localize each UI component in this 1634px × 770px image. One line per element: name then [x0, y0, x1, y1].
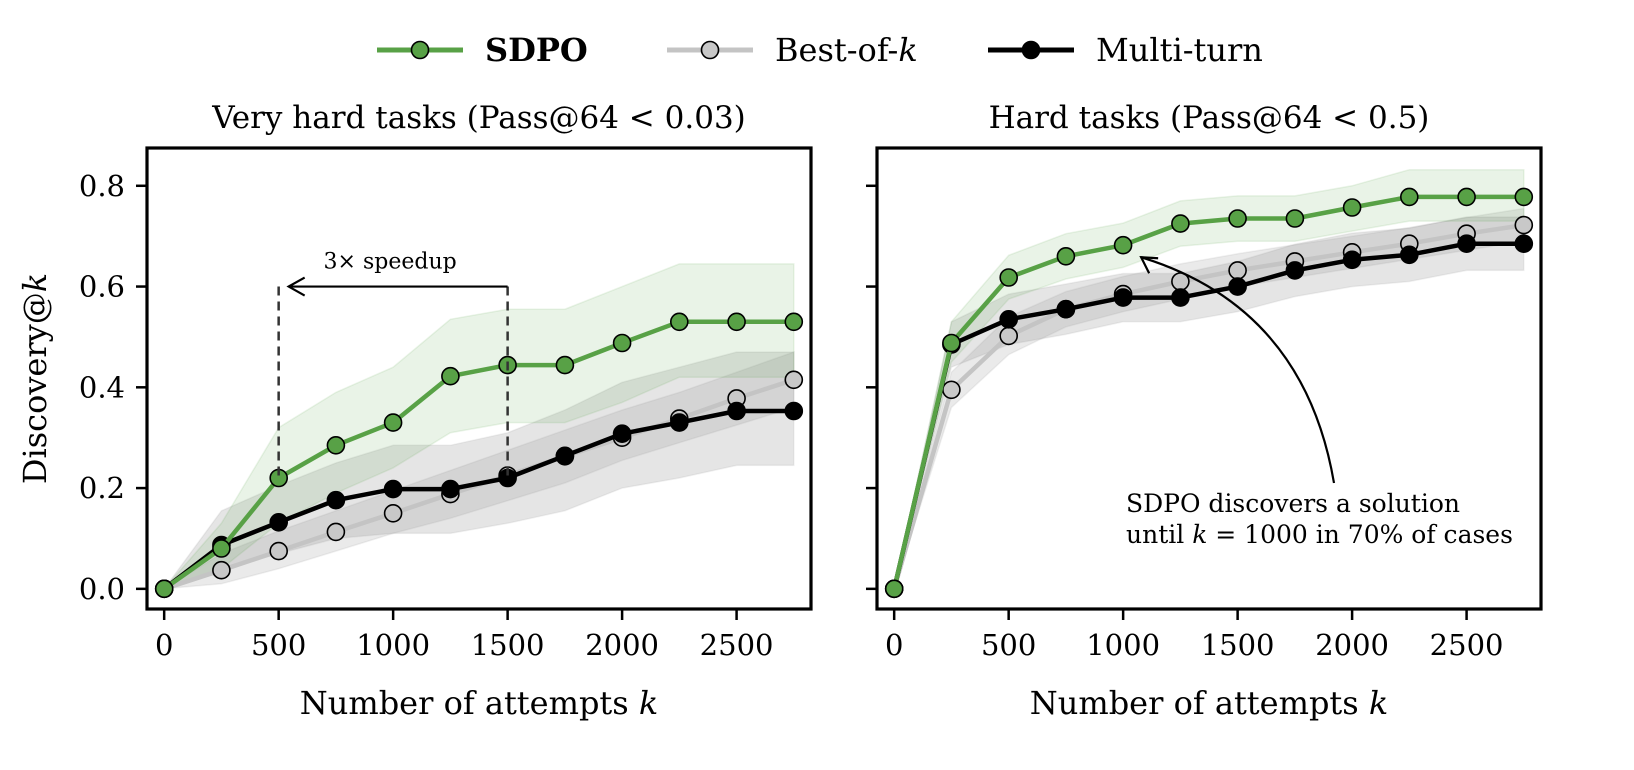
- point-multi-turn: [727, 401, 746, 421]
- panel-title: Hard tasks (Pass@64 < 0.5): [989, 100, 1430, 136]
- speedup-arrowhead: [286, 276, 306, 297]
- panel-title: Very hard tasks (Pass@64 < 0.03): [211, 100, 746, 136]
- point-best-of-k: [269, 541, 289, 561]
- point-multi-turn: [555, 446, 575, 466]
- x-axis-label: Number of attempts k: [300, 684, 659, 722]
- point-multi-turn: [1514, 234, 1534, 253]
- x-tick-label: 1500: [471, 628, 545, 662]
- point-multi-turn: [1113, 288, 1133, 307]
- point-best-of-k: [784, 370, 804, 390]
- x-tick-label: 500: [251, 628, 306, 662]
- point-best-of-k: [942, 380, 961, 400]
- panel-hard: Hard tasks (Pass@64 < 0.5) 0 500 1000 1500 20…: [866, 100, 1543, 722]
- point-multi-turn: [269, 512, 289, 532]
- point-sdpo: [555, 355, 575, 375]
- point-sdpo: [212, 539, 231, 558]
- x-tick-label: 2000: [1315, 628, 1389, 662]
- point-multi-turn: [1056, 299, 1076, 319]
- point-multi-turn: [383, 479, 403, 499]
- point-multi-turn: [1342, 250, 1362, 270]
- series-line-sdpo: [162, 319, 794, 591]
- x-tick-label: 500: [981, 628, 1036, 662]
- point-best-of-k: [212, 560, 231, 580]
- legend-label-multi-turn: Multi-turn: [1096, 31, 1263, 69]
- x-tick-label: 2500: [700, 628, 774, 662]
- point-sdpo: [1457, 187, 1476, 207]
- point-best-of-k: [1514, 215, 1534, 235]
- y-tick-label: 0.6: [79, 270, 125, 304]
- point-multi-turn: [784, 401, 804, 421]
- x-tick-label: 2000: [585, 628, 659, 662]
- y-tick-label: 0.2: [79, 471, 125, 505]
- legend: SDPO Best-of-k Multi-turn: [377, 31, 1263, 69]
- point-multi-turn: [1285, 261, 1305, 280]
- callout-text-line1: SDPO discovers a solution: [1126, 489, 1460, 518]
- y-tick-label: 0.0: [79, 572, 125, 606]
- x-axis-label: Number of attempts k: [1030, 684, 1389, 722]
- legend-marker-multi-turn: [1021, 40, 1041, 60]
- series-line-best-of-k: [892, 222, 1525, 590]
- point-sdpo: [612, 333, 632, 353]
- point-best-of-k: [1228, 261, 1247, 280]
- point-sdpo: [1171, 214, 1190, 233]
- point-sdpo: [1285, 209, 1305, 228]
- point-sdpo: [1400, 187, 1419, 207]
- point-multi-turn: [1457, 234, 1476, 253]
- point-sdpo: [669, 312, 689, 332]
- x-tick-label: 2500: [1430, 628, 1504, 662]
- x-tick-label: 1000: [356, 628, 430, 662]
- point-sdpo: [326, 435, 346, 455]
- x-tick-label: 1000: [1086, 628, 1160, 662]
- point-multi-turn: [1171, 288, 1190, 307]
- callout-arrowhead: [1139, 256, 1159, 274]
- speedup-label: 3× speedup: [324, 250, 457, 275]
- point-sdpo: [1228, 209, 1247, 228]
- legend-label-sdpo: SDPO: [485, 31, 588, 69]
- annotations: 3× speedup SDPO discovers a solutionuntil…: [277, 250, 1513, 549]
- x-tick-label: 0: [885, 628, 903, 662]
- point-sdpo: [942, 333, 961, 353]
- series-line-sdpo: [892, 194, 1524, 590]
- legend-marker-best-of-k: [700, 40, 720, 60]
- y-axis-label: Discovery@k: [16, 273, 54, 484]
- point-multi-turn: [1228, 277, 1247, 296]
- callout-text-line2: until k = 1000 in 70% of cases: [1126, 520, 1513, 549]
- point-best-of-k: [383, 503, 403, 523]
- series-line-multi-turn: [162, 408, 794, 591]
- point-multi-turn: [999, 309, 1019, 329]
- y-tick-label: 0.4: [79, 370, 125, 404]
- point-multi-turn: [1400, 245, 1419, 265]
- point-sdpo: [1514, 187, 1534, 207]
- point-sdpo: [383, 413, 403, 432]
- point-multi-turn: [441, 479, 460, 499]
- y-tick-label: 0.8: [79, 169, 125, 203]
- point-best-of-k: [326, 522, 346, 542]
- point-sdpo: [999, 268, 1019, 287]
- x-tick-label: 1500: [1201, 628, 1275, 662]
- point-sdpo: [884, 579, 904, 599]
- callout-arrow: [1140, 256, 1336, 484]
- axes-frame: [145, 146, 813, 611]
- point-sdpo: [784, 312, 804, 332]
- x-tick-label: 0: [155, 628, 173, 662]
- point-sdpo: [1056, 246, 1076, 266]
- point-multi-turn: [612, 424, 632, 444]
- axes-frame: [875, 146, 1543, 611]
- panel-very-hard: Very hard tasks (Pass@64 < 0.03) 0 500 1000…: [16, 100, 813, 722]
- point-sdpo: [154, 579, 174, 599]
- point-sdpo: [1113, 235, 1133, 255]
- legend-label-best-of-k: Best-of-k: [775, 31, 918, 69]
- point-multi-turn: [669, 413, 689, 432]
- point-sdpo: [441, 366, 460, 386]
- series-line-multi-turn: [892, 241, 1524, 590]
- point-multi-turn: [326, 490, 346, 510]
- point-sdpo: [727, 312, 746, 332]
- legend-marker-sdpo: [410, 40, 430, 60]
- point-best-of-k: [999, 326, 1019, 346]
- point-sdpo: [1342, 198, 1362, 217]
